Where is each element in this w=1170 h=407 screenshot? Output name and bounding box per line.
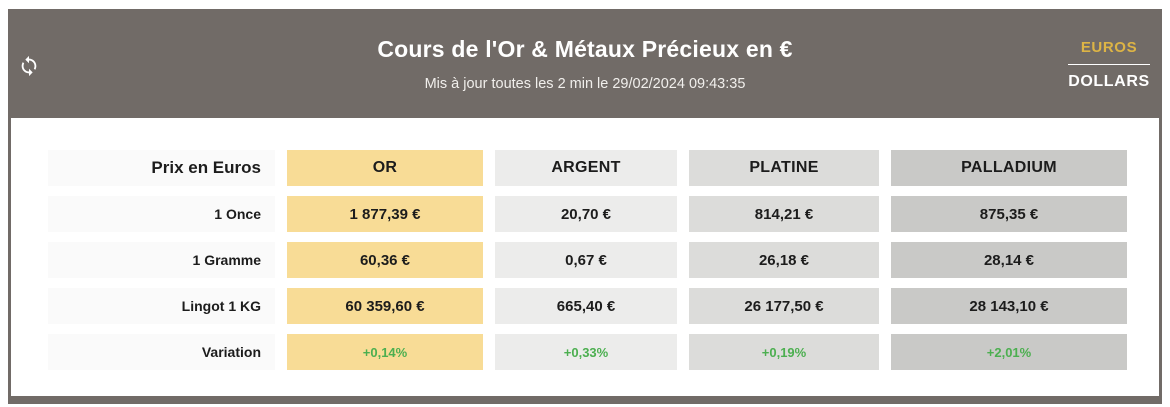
refresh-icon bbox=[18, 55, 40, 82]
currency-option-dollars[interactable]: DOLLARS bbox=[1068, 73, 1150, 90]
table-row-once: 1 Once 1 877,39 € 20,70 € 814,21 € 875,3… bbox=[48, 196, 1159, 232]
value-platine-lingot: 26 177,50 € bbox=[689, 288, 879, 324]
page-title: Cours de l'Or & Métaux Précieux en € bbox=[377, 36, 793, 62]
value-palladium-gramme: 28,14 € bbox=[891, 242, 1127, 278]
row-label-once: 1 Once bbox=[48, 196, 275, 232]
currency-toggle: EUROS DOLLARS bbox=[1066, 39, 1152, 91]
value-argent-once: 20,70 € bbox=[495, 196, 677, 232]
value-or-gramme: 60,36 € bbox=[287, 242, 483, 278]
value-palladium-once: 875,35 € bbox=[891, 196, 1127, 232]
table-header-row: Prix en Euros OR ARGENT PLATINE PALLADIU… bbox=[48, 150, 1159, 186]
column-header-palladium: PALLADIUM bbox=[891, 150, 1127, 186]
variation-palladium: +2,01% bbox=[891, 334, 1127, 370]
column-header-argent: ARGENT bbox=[495, 150, 677, 186]
value-or-lingot: 60 359,60 € bbox=[287, 288, 483, 324]
row-label-variation: Variation bbox=[48, 334, 275, 370]
table-row-lingot: Lingot 1 KG 60 359,60 € 665,40 € 26 177,… bbox=[48, 288, 1159, 324]
variation-argent: +0,33% bbox=[495, 334, 677, 370]
row-label-gramme: 1 Gramme bbox=[48, 242, 275, 278]
refresh-button[interactable] bbox=[16, 55, 42, 81]
currency-option-euros[interactable]: EUROS bbox=[1080, 39, 1138, 56]
value-platine-once: 814,21 € bbox=[689, 196, 879, 232]
widget-bottom-border bbox=[8, 396, 1162, 404]
value-palladium-lingot: 28 143,10 € bbox=[891, 288, 1127, 324]
gold-prices-widget: Cours de l'Or & Métaux Précieux en € Mis… bbox=[8, 9, 1162, 404]
table-corner-label: Prix en Euros bbox=[48, 150, 275, 186]
prices-table: Prix en Euros OR ARGENT PLATINE PALLADIU… bbox=[8, 118, 1162, 396]
table-row-gramme: 1 Gramme 60,36 € 0,67 € 26,18 € 28,14 € bbox=[48, 242, 1159, 278]
value-or-once: 1 877,39 € bbox=[287, 196, 483, 232]
column-header-platine: PLATINE bbox=[689, 150, 879, 186]
value-argent-gramme: 0,67 € bbox=[495, 242, 677, 278]
widget-header: Cours de l'Or & Métaux Précieux en € Mis… bbox=[8, 9, 1162, 118]
value-platine-gramme: 26,18 € bbox=[689, 242, 879, 278]
value-argent-lingot: 665,40 € bbox=[495, 288, 677, 324]
last-update-text: Mis à jour toutes les 2 min le 29/02/202… bbox=[424, 76, 746, 92]
header-titles: Cours de l'Or & Métaux Précieux en € Mis… bbox=[8, 9, 1162, 92]
row-label-lingot: Lingot 1 KG bbox=[48, 288, 275, 324]
column-header-or: OR bbox=[287, 150, 483, 186]
variation-or: +0,14% bbox=[287, 334, 483, 370]
currency-divider bbox=[1068, 64, 1150, 65]
variation-platine: +0,19% bbox=[689, 334, 879, 370]
table-row-variation: Variation +0,14% +0,33% +0,19% +2,01% bbox=[48, 334, 1159, 370]
